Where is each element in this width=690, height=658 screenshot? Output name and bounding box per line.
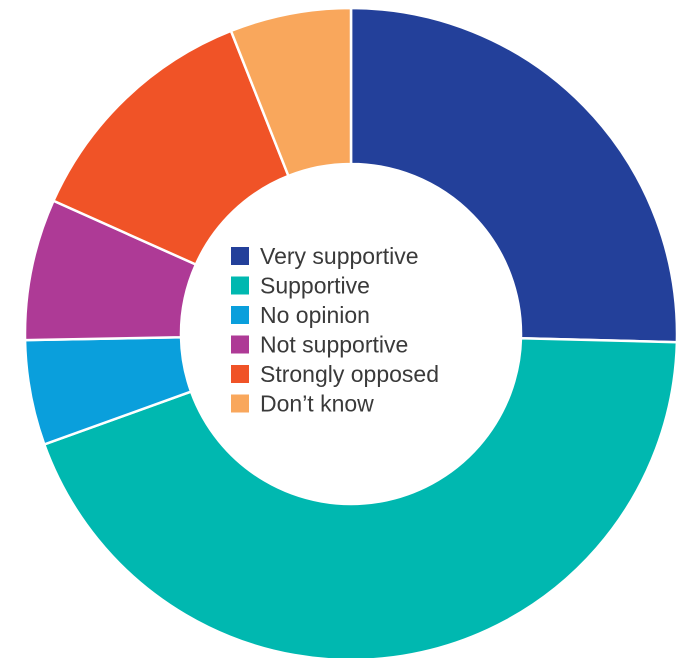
legend-label-not-supportive: Not supportive (260, 332, 408, 358)
legend-swatch-don-t-know (231, 394, 249, 413)
donut-slices (23, 6, 679, 658)
legend-swatch-no-opinion (231, 306, 249, 324)
chart-legend: Very supportive Supportive No opinion Not s… (231, 243, 439, 417)
legend-swatch-not-supportive (231, 335, 249, 354)
slice-supportive (42, 336, 679, 658)
slice-very-supportive (349, 6, 679, 344)
legend-label-strongly-opposed: Strongly opposed (260, 361, 439, 387)
legend-label-don-t-know: Don’t know (260, 391, 374, 417)
slice-don-t-know (229, 6, 353, 178)
legend-label-very-supportive: Very supportive (260, 243, 419, 269)
legend-swatch-very-supportive (231, 247, 249, 265)
legend-label-no-opinion: No opinion (260, 302, 370, 328)
legend-swatch-supportive (231, 276, 249, 295)
legend-label-supportive: Supportive (260, 273, 370, 299)
legend-swatch-strongly-opposed (231, 365, 249, 383)
